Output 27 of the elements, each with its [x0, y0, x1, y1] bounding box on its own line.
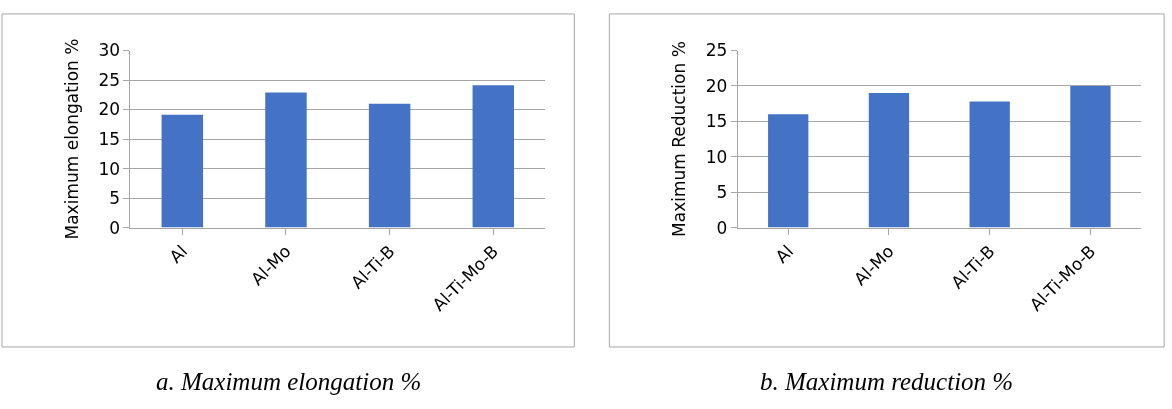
bar	[368, 103, 411, 228]
text: a. Maximum elongation %	[156, 368, 422, 395]
y-tick-label: 15	[705, 111, 728, 132]
bar	[868, 93, 910, 228]
bar	[265, 92, 307, 228]
bar	[1070, 85, 1111, 228]
y-tick-label: 10	[705, 146, 728, 167]
y-tick-label: 0	[716, 217, 728, 238]
y-tick-label: 5	[716, 182, 728, 203]
y-tick-label: 20	[98, 99, 121, 120]
bar	[768, 114, 809, 228]
y-tick-label: 10	[98, 158, 121, 179]
y-tick-label: 25	[98, 69, 121, 90]
bar	[969, 101, 1010, 228]
y-tick-label: 20	[705, 75, 728, 96]
x-tick-label: Al	[165, 241, 192, 267]
y-tick-label: 25	[705, 40, 728, 61]
x-tick-label: Al	[771, 241, 798, 267]
y-tick-label: 5	[109, 188, 121, 209]
y-tick-label: 30	[98, 40, 121, 61]
text: b. Maximum reduction %	[760, 368, 1014, 395]
bar	[472, 85, 515, 228]
bar	[161, 114, 204, 228]
y-tick-label: 0	[109, 217, 121, 238]
y-tick-label: 15	[98, 129, 121, 149]
y-axis-title: Maximum elongation %	[61, 38, 82, 240]
y-axis-title: Maximum Reduction %	[669, 41, 690, 237]
